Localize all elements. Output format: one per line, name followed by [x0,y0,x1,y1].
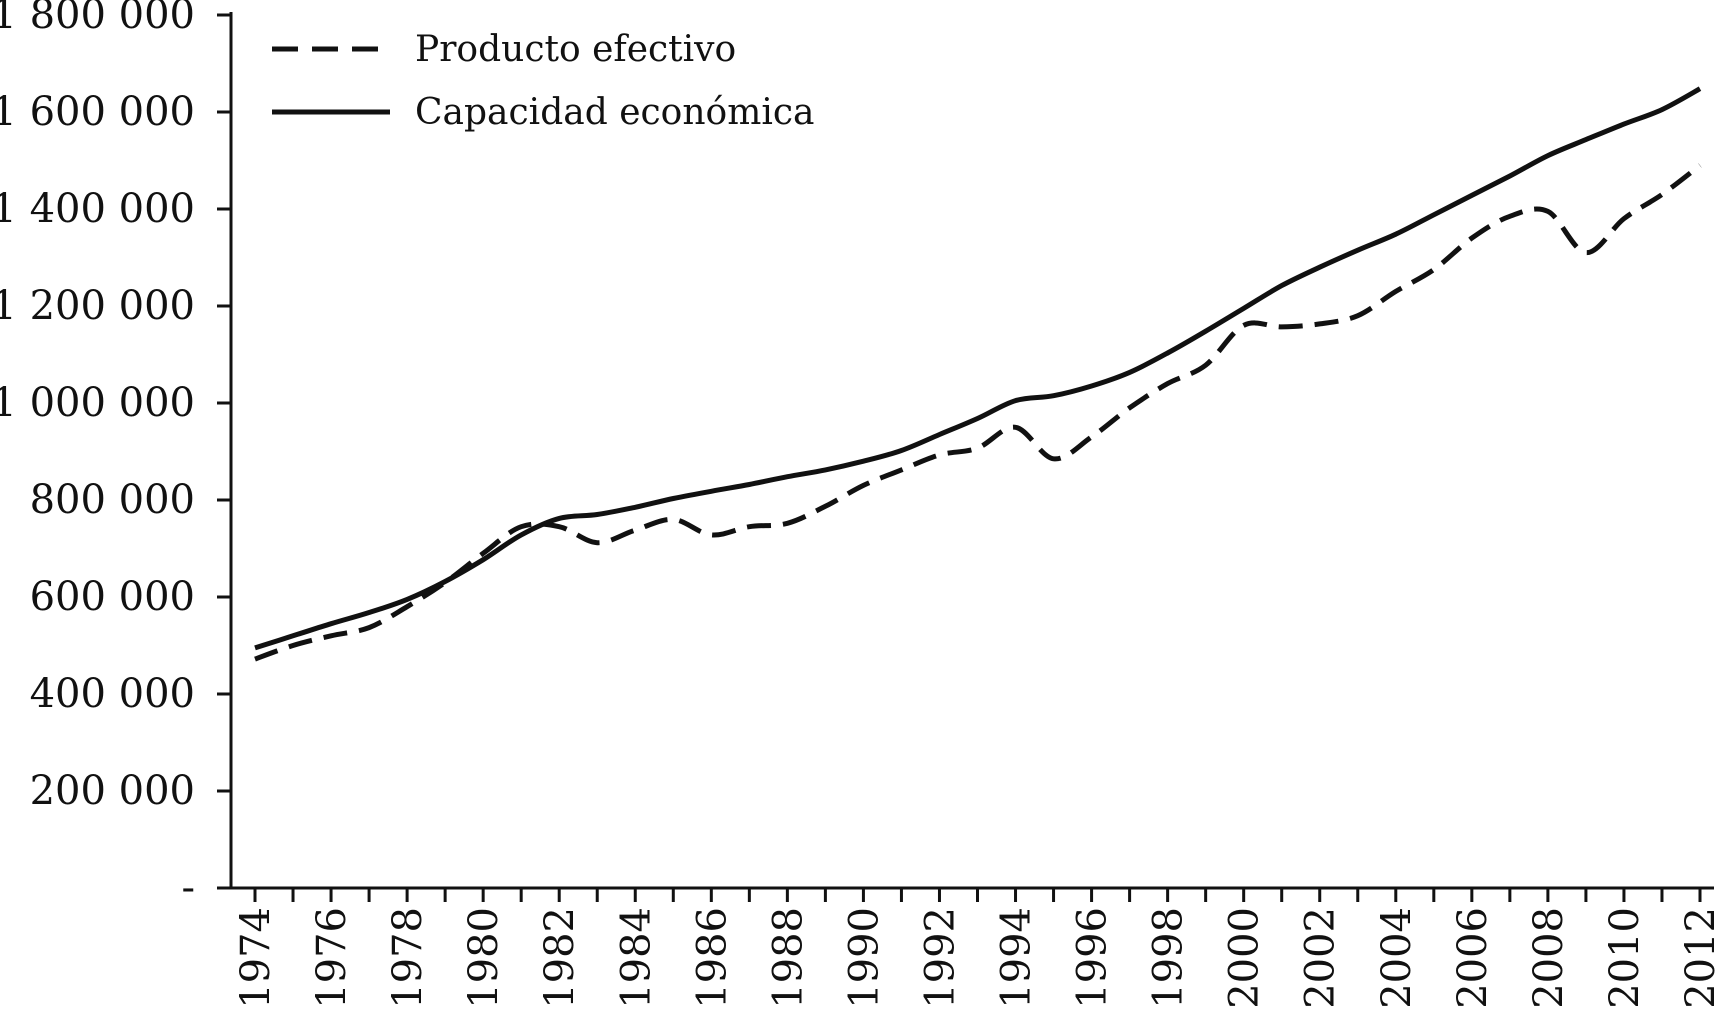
x-axis: 1974 1976 1978 1980 1982 1984 1986 1988 1990 1992… [231,886,1719,1009]
legend: Producto efectivo Capacidad económica [272,29,814,133]
x-tick-label: 1988 [765,907,811,1009]
y-tick-label: 1 600 000 [0,89,195,135]
y-tick-label: 1 200 000 [0,283,195,329]
y-tick-label: 1 800 000 [0,0,195,38]
y-tick-label: 1 000 000 [0,380,195,426]
y-tick-label: 600 000 [30,574,195,620]
x-tick-label: 2002 [1298,907,1344,1009]
x-tick-label: 2006 [1450,907,1496,1009]
x-tick-label: 1984 [613,907,659,1009]
x-tick-label: 1996 [1070,907,1116,1009]
x-tick-label: 1990 [841,907,887,1009]
series-line-capacidad-economica [254,86,1702,651]
y-tick-label: - [181,865,195,911]
x-tick-label: 1982 [537,907,583,1009]
y-axis: - 200 000 400 000 600 000 800 000 1 000 000 1 … [0,0,233,911]
legend-label-producto-efectivo: Producto efectivo [415,29,736,70]
x-tick-label: 1998 [1146,907,1192,1009]
x-tick-label: 2012 [1678,907,1719,1009]
y-tick-label: 200 000 [30,768,195,814]
x-tick-label: 1986 [689,907,735,1009]
x-tick-label: 1976 [309,907,355,1009]
x-tick-label: 2008 [1526,907,1572,1009]
x-tick-label: 2010 [1602,907,1648,1009]
x-tick-label: 2004 [1374,907,1420,1009]
y-tick-label: 1 400 000 [0,186,195,232]
x-tick-label: 1992 [917,907,963,1009]
x-tick-label: 1980 [461,907,507,1009]
series-layer [254,86,1702,662]
y-tick-label: 800 000 [30,477,195,523]
series-line-producto-efectivo [254,163,1702,662]
x-tick-label: 1978 [385,907,431,1009]
x-tick-label: 2000 [1222,907,1268,1009]
legend-label-capacidad-economica: Capacidad económica [415,92,814,133]
x-tick-label: 1994 [994,907,1040,1009]
y-tick-label: 400 000 [30,671,195,717]
x-tick-label: 1974 [233,907,279,1009]
